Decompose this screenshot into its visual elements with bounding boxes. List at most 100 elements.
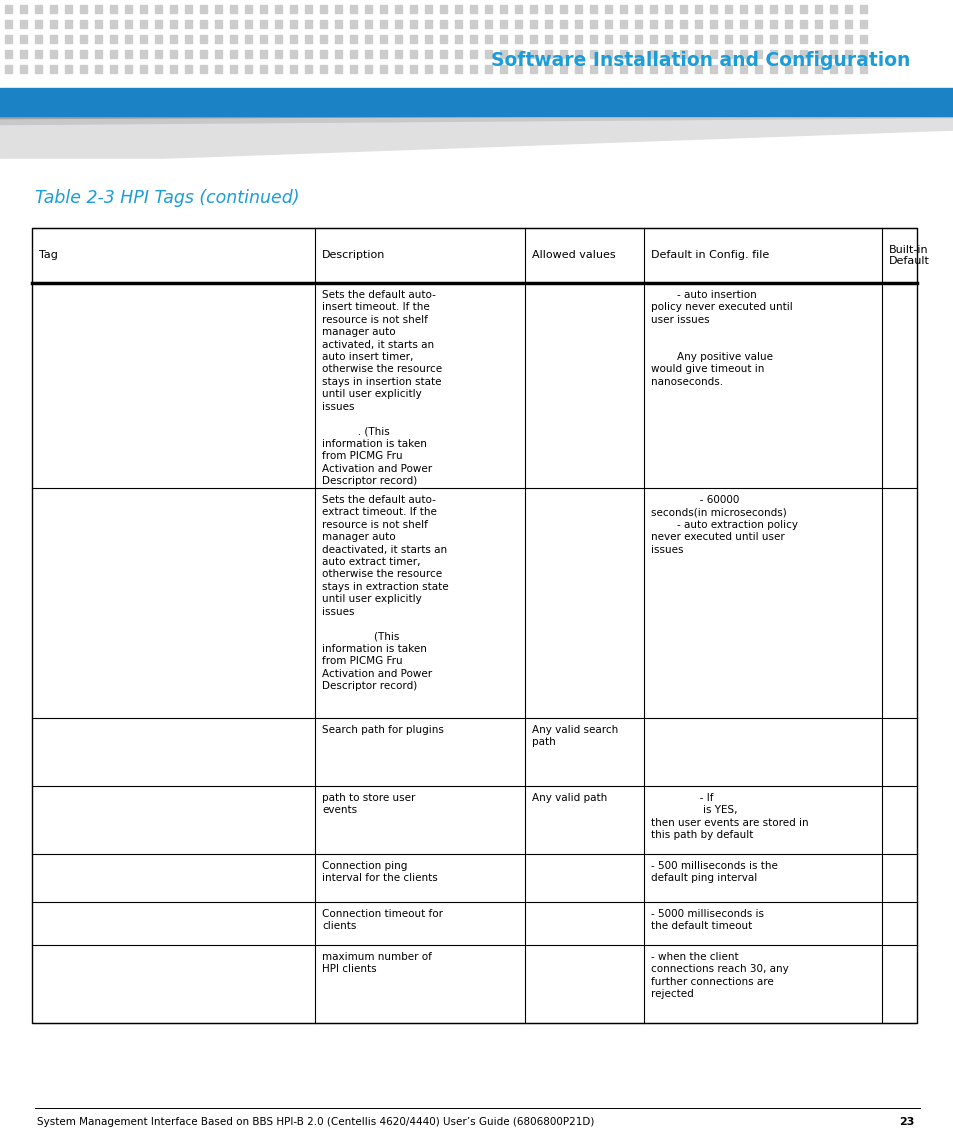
Text: Table 2-3 HPI Tags (continued): Table 2-3 HPI Tags (continued) [35,189,299,207]
Bar [365,5,372,13]
Bar [424,35,432,44]
Bar [604,35,612,44]
Bar [379,35,387,44]
Bar [200,5,207,13]
Text: Software Installation and Configuration: Software Installation and Configuration [490,50,909,70]
Bar [679,19,686,27]
Bar [724,5,731,13]
Bar [515,5,521,13]
Bar [800,50,806,58]
Bar [319,65,327,73]
Bar [379,19,387,27]
Bar [754,19,761,27]
Bar [335,50,341,58]
Bar [410,19,416,27]
Polygon shape [0,116,953,153]
Bar [575,65,581,73]
Bar [619,65,626,73]
Bar [530,50,537,58]
Bar [589,65,597,73]
Bar [619,50,626,58]
Bar [154,19,162,27]
Bar [424,50,432,58]
Bar [709,19,717,27]
Text: Connection timeout for
clients: Connection timeout for clients [322,909,442,931]
Bar [50,35,57,44]
Bar [709,50,717,58]
Bar [5,50,12,58]
Bar [260,35,267,44]
Bar [484,50,492,58]
Text: 23: 23 [899,1118,914,1127]
Bar [305,5,312,13]
Bar [499,65,506,73]
Bar [95,5,102,13]
Bar [20,50,27,58]
Bar [679,5,686,13]
Bar [200,35,207,44]
Bar [185,19,192,27]
Bar [140,50,147,58]
Bar [769,65,776,73]
Text: Search path for plugins: Search path for plugins [322,725,443,735]
Bar [245,19,252,27]
Text: - If
                is YES,
then user events are stored in
this path by default: - If is YES, then user events are stored… [650,793,808,840]
Bar [455,5,461,13]
Bar [350,65,356,73]
Bar [214,65,222,73]
Bar [649,5,657,13]
Bar [170,65,177,73]
Bar [319,5,327,13]
Bar [754,5,761,13]
Bar [470,65,476,73]
Bar [260,65,267,73]
Bar [95,35,102,44]
Bar [769,50,776,58]
Bar [679,35,686,44]
Bar [274,19,282,27]
Bar [154,35,162,44]
Bar [230,65,236,73]
Text: Connection ping
interval for the clients: Connection ping interval for the clients [322,861,437,884]
Bar [470,19,476,27]
Bar [709,35,717,44]
Bar [829,35,836,44]
Bar [844,65,851,73]
Bar [274,50,282,58]
Bar [499,35,506,44]
Bar [544,5,552,13]
Text: Allowed values: Allowed values [532,251,615,261]
Bar [575,5,581,13]
Bar [200,65,207,73]
Bar [844,5,851,13]
Bar [709,65,717,73]
Bar [544,35,552,44]
Bar [859,35,866,44]
Bar [5,19,12,27]
Bar [800,5,806,13]
Bar [110,65,117,73]
Bar [664,50,671,58]
Bar [589,5,597,13]
Bar [214,19,222,27]
Bar [664,19,671,27]
Text: Sets the default auto-
extract timeout. If the
resource is not shelf
manager aut: Sets the default auto- extract timeout. … [322,495,448,690]
Bar [365,19,372,27]
Bar [170,19,177,27]
Bar [35,19,42,27]
Polygon shape [0,119,953,164]
Text: Any valid path: Any valid path [532,793,607,803]
Bar [530,65,537,73]
Bar [559,19,566,27]
Bar [110,35,117,44]
Bar [439,50,447,58]
Bar [110,5,117,13]
Bar [170,5,177,13]
Bar [290,50,296,58]
Bar [455,19,461,27]
Bar [424,65,432,73]
Bar [530,19,537,27]
Bar [395,5,401,13]
Bar [635,35,641,44]
Bar [305,50,312,58]
